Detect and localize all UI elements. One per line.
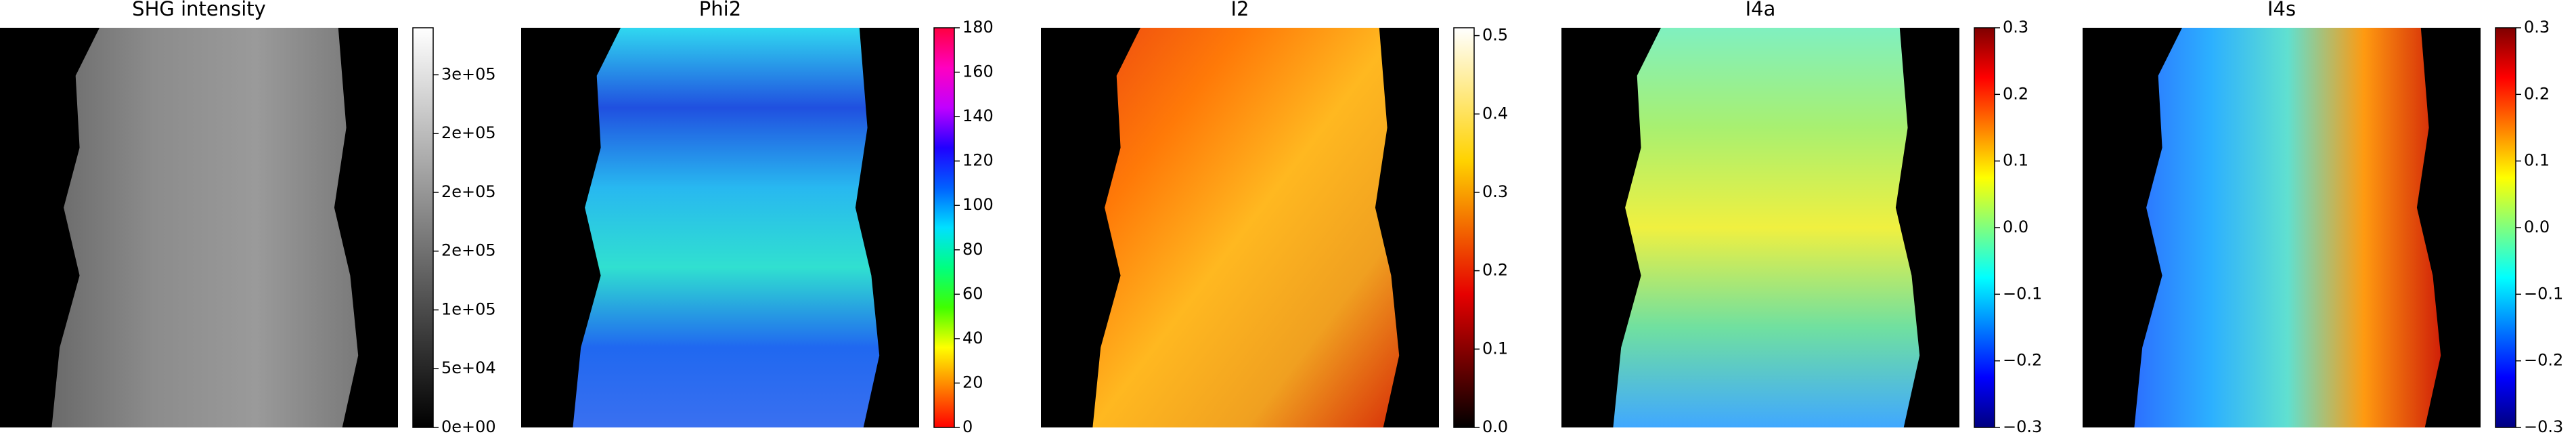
panel: I4s −0.3 −0.2 −0.1 0.0 0.1 0.2 0.3 <box>2083 0 2563 436</box>
colorbar-tick-label: 1e+05 <box>441 299 496 318</box>
panel-title: I4s <box>2267 0 2296 20</box>
colorbar-tick-label: 0.2 <box>2003 84 2028 103</box>
colorbar-tick-label: 0.3 <box>1482 182 1508 201</box>
colorbar <box>933 27 955 428</box>
colorbar-tick-label: −0.1 <box>2524 284 2563 303</box>
tissue-image <box>1613 28 1920 427</box>
colorbar-tick-label: 60 <box>962 284 983 303</box>
colorbar-tick-label: 20 <box>962 373 983 392</box>
panel: Phi2 0 20 40 60 80 100 120 140 160 180 <box>521 0 994 436</box>
colorbar-tick-label: 0.0 <box>2003 217 2028 236</box>
colorbar-tick-label: 0 <box>962 417 973 436</box>
colorbar-tick-label: 0.3 <box>2524 18 2550 37</box>
colorbar-tick-label: 0.2 <box>2524 84 2550 103</box>
colorbar-tick-label: 0.1 <box>2003 151 2028 170</box>
colorbar-tick-label: 0.0 <box>2524 217 2550 236</box>
colorbar-tick-label: 40 <box>962 329 983 348</box>
colorbar-tick-label: 2e+05 <box>441 241 496 260</box>
colorbar-tick-label: 3e+05 <box>441 64 496 83</box>
tissue-image <box>573 28 880 427</box>
panel-title: I4a <box>1746 0 1776 20</box>
colorbar-tick-label: 2e+05 <box>441 182 496 201</box>
panel-title: I2 <box>1230 0 1249 20</box>
colorbar-tick-label: 120 <box>962 151 994 170</box>
panel-title: Phi2 <box>699 0 741 20</box>
tissue-image <box>51 28 359 427</box>
colorbar-tick-label: 0.4 <box>1482 104 1508 123</box>
colorbar-tick-label: 2e+05 <box>441 123 496 142</box>
colorbar-tick-label: 180 <box>962 18 994 37</box>
colorbar <box>1453 27 1475 428</box>
colorbar-tick-label: 0.5 <box>1482 26 1508 45</box>
colorbar <box>2495 27 2516 428</box>
colorbar-tick-label: 0.3 <box>2003 18 2028 37</box>
colorbar-tick-label: 0.2 <box>1482 261 1508 280</box>
colorbar-tick-label: 100 <box>962 195 994 214</box>
colorbar <box>412 27 434 428</box>
panel: SHG intensity 0e+00 5e+04 1e+05 2e+05 2e+05 2e… <box>0 0 496 436</box>
panel: I2 0.0 0.1 0.2 0.3 0.4 0.5 <box>1041 0 1508 436</box>
colorbar-tick-label: 0.1 <box>2524 151 2550 170</box>
colorbar-tick-label: −0.2 <box>2003 351 2042 370</box>
colorbar-tick-label: −0.3 <box>2003 417 2042 436</box>
colorbar-tick-label: 0.0 <box>1482 417 1508 436</box>
colorbar-tick-label: 80 <box>962 240 983 259</box>
panel-title: SHG intensity <box>132 0 266 20</box>
panel: I4a −0.3 −0.2 −0.1 0.0 0.1 0.2 0.3 <box>1561 0 2042 436</box>
colorbar <box>1974 27 1995 428</box>
colorbar-tick-label: 5e+04 <box>441 358 496 377</box>
colorbar-tick-label: −0.1 <box>2003 284 2042 303</box>
colorbar-tick-label: 140 <box>962 106 994 125</box>
colorbar-tick-label: 0e+00 <box>441 417 496 436</box>
colorbar-tick-label: −0.2 <box>2524 351 2563 370</box>
colorbar-tick-label: 0.1 <box>1482 339 1508 358</box>
tissue-image <box>2134 28 2441 427</box>
colorbar-tick-label: 160 <box>962 62 994 81</box>
tissue-image <box>1092 28 1400 427</box>
colorbar-tick-label: −0.3 <box>2524 417 2563 436</box>
